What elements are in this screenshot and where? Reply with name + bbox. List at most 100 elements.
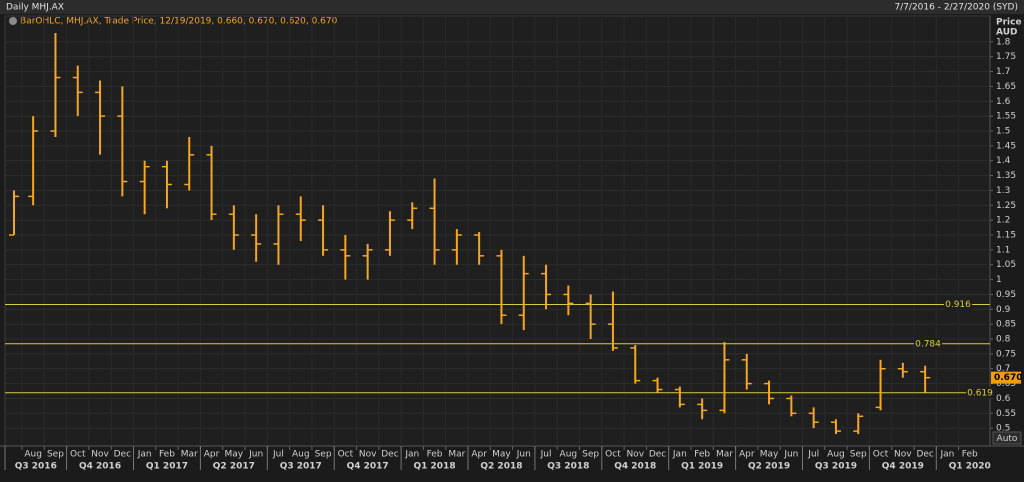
x-tick-label: Sep [582,450,599,460]
x-tick-label: Dec [114,450,131,460]
quarter-label: Q4 2018 [614,462,656,472]
quarter-label: Q3 2016 [15,462,57,472]
x-tick-label: Jul [807,450,819,460]
x-tick-label: Oct [70,450,86,460]
x-tick-label: Mar [448,450,465,460]
y-tick-label: 1.65 [996,82,1016,92]
x-tick-label: Dec [916,450,933,460]
legend-icon [9,17,17,25]
auto-button[interactable] [992,431,1022,445]
x-tick-label: Aug [24,450,42,460]
y-tick-label: 1.4 [996,156,1011,166]
y-tick-label: 0.5 [996,424,1010,434]
y-tick-label: 0.8 [996,335,1011,345]
x-tick-label: Mar [181,450,198,460]
y-tick-label: 0.65 [996,379,1016,389]
level-label-bg [966,386,994,399]
x-tick-label: Aug [560,450,578,460]
y-tick-label: 0.95 [996,290,1016,300]
x-tick-label: Dec [649,450,666,460]
x-tick-label: Sep [850,450,867,460]
level-label-bg [944,298,972,311]
x-tick-label: Jan [404,450,419,460]
plot-area [4,15,991,447]
y-tick-label: 0.75 [996,349,1016,359]
x-tick-label: Sep [315,450,332,460]
quarter-label: Q1 2018 [413,462,455,472]
quarter-label: Q1 2020 [949,462,991,472]
x-tick-label: May [492,450,511,460]
x-tick-label: Oct [873,450,889,460]
x-tick-label: Feb [427,450,443,460]
level-label: 0.619 [967,388,993,398]
quarter-label: Q3 2019 [815,462,857,472]
y-tick-label: 1.7 [996,67,1010,77]
y-tick-label: 0.9 [996,305,1011,315]
x-tick-label: Apr [739,450,755,460]
y-tick-label: 1.15 [996,231,1016,241]
y-tick-label: 0.7 [996,364,1010,374]
date-range: 7/7/2016 - 2/27/2020 (SYD) [894,3,1018,13]
level-label: 0.784 [915,339,941,349]
quarter-label: Q4 2019 [882,462,924,472]
y-tick-label: 1.05 [996,260,1016,270]
x-tick-label: Jul [540,450,552,460]
y-tick-label: 0.6 [996,394,1011,404]
x-tick-label: Dec [381,450,398,460]
x-tick-label: Nov [626,450,644,460]
x-tick-label: Aug [827,450,845,460]
y-tick-label: 0.55 [996,409,1016,419]
y-tick-label: 1.1 [996,245,1010,255]
x-tick-label: Oct [605,450,621,460]
y-axis-unit: AUD [996,28,1017,38]
y-tick-label: 1.8 [996,37,1011,47]
x-tick-label: Oct [338,450,354,460]
x-tick-label: Feb [694,450,710,460]
quarter-label: Q4 2016 [79,462,121,472]
x-tick-label: Feb [962,450,978,460]
y-tick-label: 1.55 [996,112,1016,122]
x-tick-label: May [760,450,779,460]
y-tick-label: 1.6 [996,97,1011,107]
header-bar [0,0,1024,14]
y-tick-label: 0.85 [996,320,1016,330]
x-tick-label: Jun [248,450,263,460]
quarter-label: Q2 2017 [213,462,255,472]
x-tick-label: Nov [894,450,912,460]
x-tick-label: Jan [137,450,152,460]
y-tick-label: 1.35 [996,171,1016,181]
quarter-label: Q1 2019 [681,462,723,472]
quarter-label: Q4 2017 [347,462,389,472]
quarter-label: Q2 2019 [748,462,790,472]
y-tick-label: 1.45 [996,141,1016,151]
x-tick-label: Jan [672,450,687,460]
y-tick-label: 1.5 [996,127,1010,137]
x-tick-label: Apr [204,450,220,460]
x-tick-label: Nov [91,450,109,460]
legend-text: BarOHLC, MHJ.AX, Trade Price, 12/19/2019… [20,17,338,27]
y-tick-label: 1 [996,275,1002,285]
x-tick-label: Nov [359,450,377,460]
last-price-label: 0.670 [994,373,1022,383]
quarter-label: Q3 2017 [280,462,322,472]
x-tick-label: Sep [47,450,64,460]
level-label: 0.916 [945,300,971,310]
x-tick-label: Jun [516,450,531,460]
last-price-box [991,371,1021,384]
y-tick-label: 1.75 [996,52,1016,62]
x-tick-label: Apr [471,450,487,460]
x-tick-label: Feb [159,450,175,460]
y-tick-label: 1.25 [996,201,1016,211]
x-tick-label: Jan [940,450,955,460]
auto-button-label[interactable]: Auto [997,434,1018,444]
y-axis-title: Price [996,18,1022,28]
y-tick-label: 1.2 [996,216,1010,226]
x-tick-label: Aug [292,450,310,460]
quarter-label: Q2 2018 [480,462,522,472]
chart-title: Daily MHJ.AX [6,3,64,13]
x-tick-label: May [225,450,244,460]
x-tick-label: Jun [783,450,798,460]
x-tick-label: Mar [716,450,733,460]
quarter-label: Q1 2017 [146,462,188,472]
